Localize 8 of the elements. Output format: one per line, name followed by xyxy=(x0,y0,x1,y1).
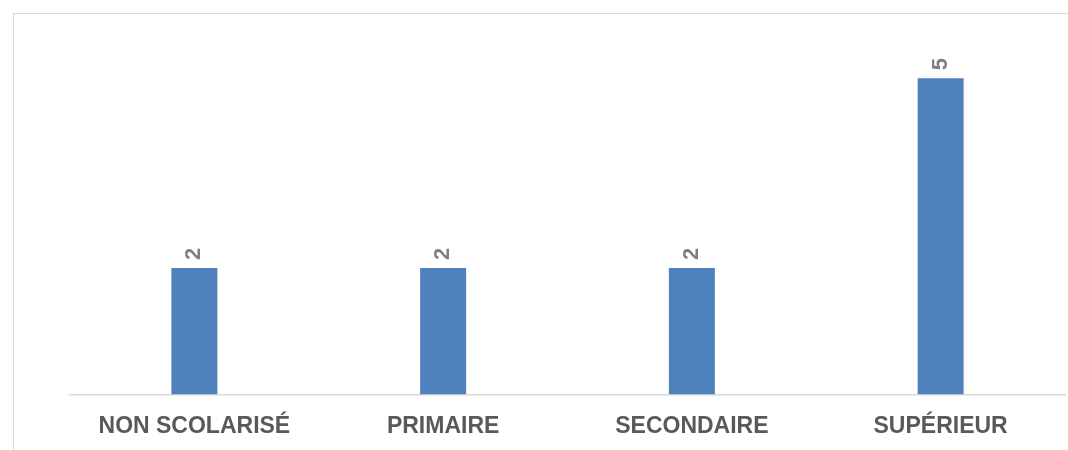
data-label: 2 xyxy=(429,247,455,260)
data-label: 2 xyxy=(180,247,206,260)
x-tick-label: NON SCOLARISÉ xyxy=(98,410,291,438)
x-tick-label: PRIMAIRE xyxy=(386,411,500,438)
data-label: 5 xyxy=(926,57,952,71)
x-tick-label: SUPÉRIEUR xyxy=(873,410,1009,438)
data-label: 2 xyxy=(677,247,703,260)
x-tick-label: SECONDAIRE xyxy=(615,411,769,438)
